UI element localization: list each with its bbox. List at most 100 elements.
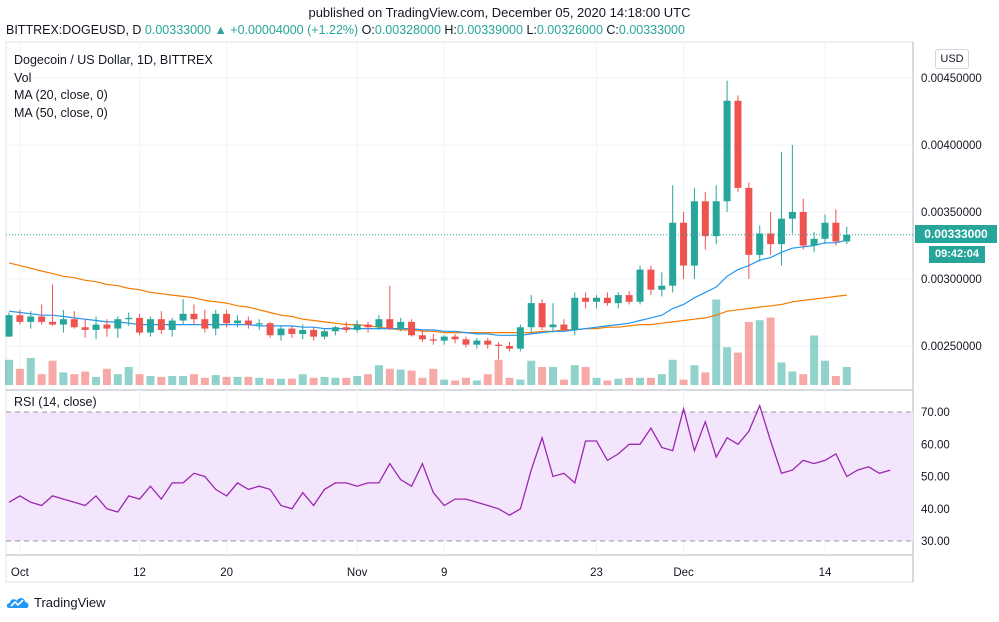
volume-bar: [559, 379, 568, 385]
candle: [603, 292, 611, 306]
volume-bar: [733, 352, 742, 385]
candle-body: [136, 317, 144, 333]
candle: [125, 312, 133, 326]
candle: [255, 319, 263, 330]
candle: [190, 304, 198, 325]
volume-bar: [657, 374, 666, 385]
volume-bar: [124, 367, 133, 385]
legend-ma50: MA (50, close, 0): [14, 105, 108, 120]
candle-body: [451, 336, 459, 340]
time-tick-label: Oct: [11, 567, 30, 579]
volume-bar: [603, 380, 612, 385]
candle-body: [331, 327, 339, 332]
candle: [788, 145, 796, 234]
candle-body: [146, 319, 154, 333]
candle: [560, 319, 568, 332]
candle: [505, 341, 513, 352]
candle-body: [288, 328, 296, 334]
volume-bar: [364, 374, 373, 385]
high-value: 0.00339000: [456, 23, 523, 37]
ohlc-header: BITTREX:DOGEUSD, D 0.00333000 ▲ +0.00004…: [6, 23, 685, 37]
volume-bar: [222, 376, 231, 385]
candle-body: [81, 327, 89, 330]
time-tick-label: 20: [220, 567, 233, 579]
candle-body: [821, 222, 829, 239]
candle: [364, 321, 372, 333]
volume-bar: [418, 377, 427, 385]
legend-title: Dogecoin / US Dollar, 1D, BITTREX: [14, 53, 213, 67]
candle: [451, 333, 459, 344]
rsi-band: [6, 411, 913, 542]
volume-bar: [549, 367, 557, 385]
candle: [843, 226, 851, 245]
volume-bar: [614, 378, 623, 385]
candle: [614, 292, 622, 309]
volume-bar: [211, 375, 220, 385]
candle-body: [734, 100, 742, 188]
candle-body: [103, 324, 111, 329]
volume-bar: [646, 377, 655, 385]
candle-body: [484, 340, 492, 345]
candle: [495, 341, 503, 360]
open-value: 0.00328000: [374, 23, 441, 37]
candle-body: [49, 321, 57, 325]
candle-body: [538, 303, 546, 328]
candle-body: [593, 297, 601, 302]
volume-bar: [189, 374, 198, 385]
volume-bar: [723, 347, 732, 385]
candle-body: [440, 336, 448, 341]
candle-body: [549, 324, 557, 328]
volume-bar: [755, 320, 764, 385]
price-axis-labels: 0.00450000 0.00400000 0.00350000 0.00300000…: [921, 73, 982, 353]
price-tick-label: 0.00350000: [921, 207, 982, 219]
volume-bar: [668, 359, 677, 385]
candle-body: [712, 201, 720, 237]
candle: [70, 311, 78, 329]
candle: [321, 328, 329, 340]
legend-vol: Vol: [14, 70, 32, 85]
candle-body: [669, 222, 677, 286]
volume-bar: [505, 377, 514, 385]
volume-bar: [244, 376, 253, 385]
candle-body: [168, 320, 176, 330]
candle-body: [408, 321, 416, 336]
low-label: L:: [526, 23, 537, 37]
candle: [244, 316, 252, 329]
rsi-band-fill: [6, 412, 913, 541]
candle: [331, 325, 339, 336]
candle: [397, 317, 405, 332]
candle-body: [70, 319, 78, 328]
candle-body: [723, 100, 731, 202]
candle-body: [560, 324, 568, 330]
candle-body: [223, 313, 231, 324]
volume-bar: [331, 377, 340, 385]
candle-body: [277, 328, 285, 336]
candle-body: [756, 233, 764, 255]
candle: [767, 212, 775, 255]
volume-bar: [287, 378, 296, 385]
candle-body: [201, 319, 209, 329]
candle: [756, 225, 764, 262]
currency-button[interactable]: USD: [935, 49, 969, 69]
ma20-path: [8, 239, 847, 336]
candle-body: [701, 201, 709, 237]
candle-body: [614, 295, 622, 304]
candle: [288, 325, 296, 338]
candle: [538, 299, 546, 330]
rsi-tick-label: 50.00: [921, 472, 950, 484]
chart-legend: Dogecoin / US Dollar, 1D, BITTREX Vol MA…: [14, 52, 213, 122]
time-tick-label: 23: [590, 567, 603, 579]
tradingview-logo[interactable]: TradingView: [6, 594, 106, 610]
candle: [353, 320, 361, 333]
volume-bar: [102, 368, 111, 385]
volume-bar: [200, 377, 209, 385]
time-tick-label: Nov: [347, 567, 368, 579]
candle: [103, 319, 111, 337]
candle: [625, 291, 633, 305]
publish-note: published on TradingView.com, December 0…: [308, 5, 691, 20]
time-tick-label: Dec: [673, 567, 694, 579]
candle-body: [527, 303, 535, 328]
candle: [38, 304, 46, 325]
volume-bar: [277, 378, 285, 385]
